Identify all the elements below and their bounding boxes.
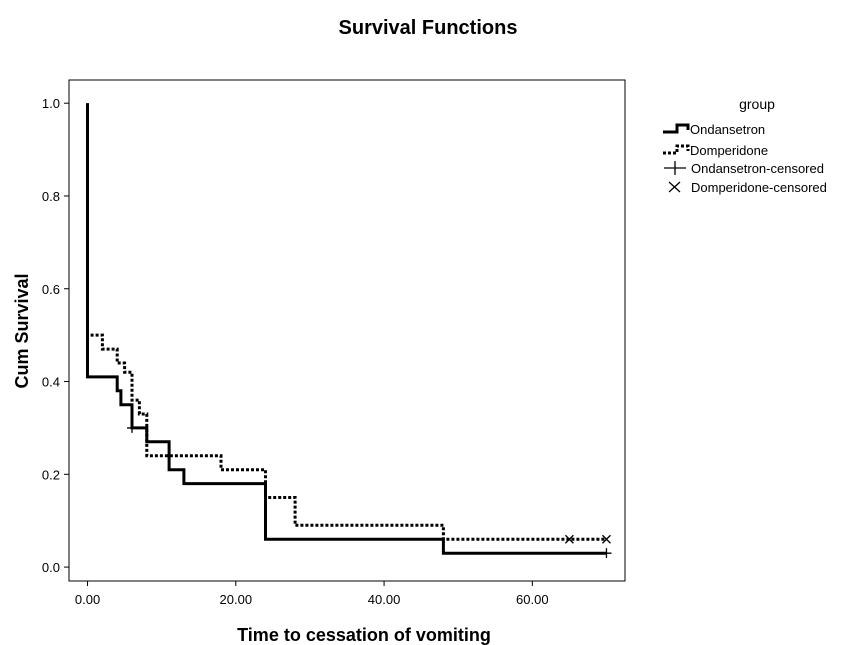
x-axis-title: Time to cessation of vomiting	[237, 625, 491, 645]
chart-title: Survival Functions	[339, 17, 518, 39]
legend-symbol-domperidone	[663, 144, 690, 155]
legend-symbol-ondansetron	[663, 123, 690, 134]
censor-mark-ondansetron	[127, 422, 138, 433]
legend-title: group	[739, 96, 775, 112]
series-line-domperidone	[86, 103, 607, 541]
y-tick-label: 0.8	[42, 189, 60, 204]
y-axis: 0.0 0.2 0.4 0.6 0.8 1.0	[42, 96, 69, 575]
legend-label: Domperidone	[690, 143, 768, 158]
x-tick-label: 20.00	[220, 592, 253, 607]
legend-symbol-ondansetron-censored	[664, 161, 686, 175]
legend-symbol-domperidone-censored	[668, 181, 681, 193]
legend-label: Ondansetron	[690, 122, 765, 137]
x-axis: 0.00 20.00 40.00 60.00	[75, 581, 549, 607]
y-tick-label: 0.6	[42, 282, 60, 297]
y-tick-label: 0.2	[42, 467, 60, 482]
y-axis-title: Cum Survival	[12, 273, 32, 388]
legend-label: Domperidone-censored	[691, 180, 827, 195]
legend: group Ondansetron Domperidone Ondansetron-…	[663, 96, 827, 195]
legend-label: Ondansetron-censored	[691, 161, 824, 176]
censor-mark-domperidone	[564, 534, 574, 544]
y-tick-label: 1.0	[42, 96, 60, 111]
x-tick-label: 40.00	[368, 592, 401, 607]
x-tick-label: 0.00	[75, 592, 100, 607]
y-tick-label: 0.0	[42, 560, 60, 575]
plot-area	[68, 79, 626, 582]
series-layer	[86, 103, 612, 559]
y-tick-label: 0.4	[42, 375, 60, 390]
x-tick-label: 60.00	[516, 592, 549, 607]
censor-mark-ondansetron	[601, 548, 612, 559]
censor-mark-domperidone	[602, 534, 611, 544]
